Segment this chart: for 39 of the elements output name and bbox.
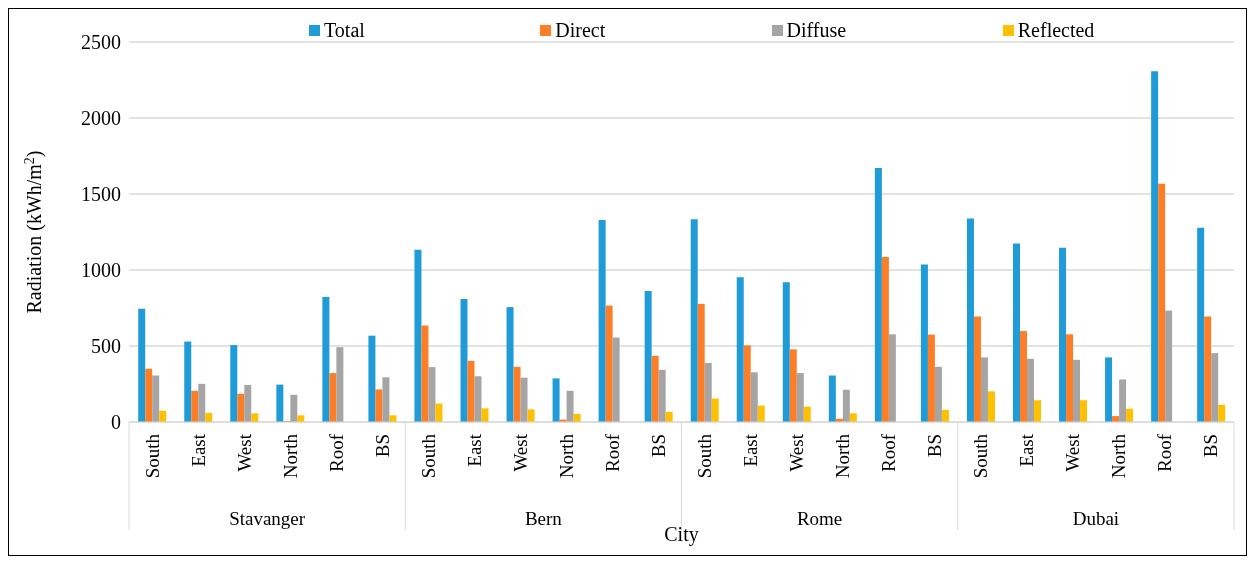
x-tick-label: Roof	[1154, 433, 1176, 472]
x-tick-label: Roof	[325, 433, 347, 472]
x-tick-label: East	[463, 433, 485, 467]
x-tick-label: South	[694, 433, 716, 479]
y-tick-label: 1500	[81, 183, 121, 206]
y-tick-label: 1000	[81, 259, 121, 282]
x-tick-label: North	[832, 433, 854, 479]
x-tick-label: South	[417, 433, 439, 479]
y-tick-label: 2500	[81, 31, 121, 54]
legend-label: Reflected	[1017, 19, 1095, 42]
text: Bern	[524, 508, 563, 529]
x-tick-label: South	[141, 433, 163, 479]
x-tick-label: West	[786, 433, 808, 472]
x-tick-label: West	[509, 433, 531, 472]
legend-label: Direct	[555, 19, 606, 42]
legend-label: Diffuse	[786, 19, 847, 42]
text: Stavanger	[229, 508, 306, 529]
x-tick-label: Roof	[601, 433, 623, 472]
x-tick-label: BS	[1200, 434, 1222, 458]
x-tick-label: East	[187, 433, 209, 467]
text: Rome	[796, 508, 843, 529]
x-tick-label: West	[1062, 433, 1084, 472]
x-tick-label: East	[1016, 433, 1038, 467]
x-tick-label: North	[279, 433, 301, 479]
legend-label: Total	[324, 19, 365, 42]
x-tick-label: North	[555, 433, 577, 479]
y-tick-label: 2000	[81, 107, 121, 130]
x-tick-label: Roof	[878, 433, 900, 472]
x-tick-label: BS	[924, 434, 946, 458]
x-axis-title: City	[664, 523, 699, 546]
x-tick-label: BS	[371, 434, 393, 458]
x-tick-label: West	[233, 433, 255, 472]
x-tick-label: North	[1108, 433, 1130, 479]
y-tick-label: 0	[111, 411, 121, 434]
y-tick-label: 500	[91, 335, 121, 358]
text: Dubai	[1072, 508, 1120, 529]
x-tick-label: BS	[647, 434, 669, 458]
x-tick-label: East	[740, 433, 762, 467]
x-tick-label: South	[970, 433, 992, 479]
